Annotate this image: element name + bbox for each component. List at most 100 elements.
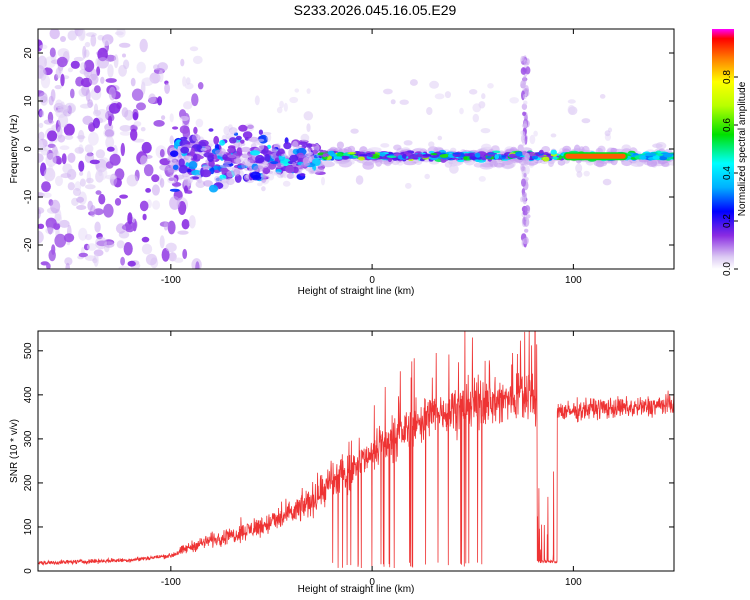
colorbar-gradient	[712, 29, 734, 269]
heatmap-blob	[167, 177, 178, 184]
heatmap-blob	[203, 152, 215, 158]
heatmap-blob	[193, 154, 198, 161]
colorbar-tick-label: 0.0	[722, 262, 733, 276]
heatmap-blob	[358, 156, 365, 161]
heatmap-blob	[523, 93, 527, 100]
heatmap-blob	[467, 152, 475, 156]
heatmap-blob	[60, 73, 65, 87]
heatmap-blob	[113, 54, 119, 69]
heatmap-blob	[85, 89, 91, 102]
heatmap-blob	[522, 75, 527, 85]
heatmap-blob	[235, 135, 242, 141]
heatmap-blob	[296, 152, 304, 158]
heatmap-blob	[94, 221, 101, 233]
heatmap-blob	[402, 153, 407, 159]
heatmap-blob	[306, 88, 311, 94]
heatmap-blob	[550, 133, 557, 138]
heatmap-blob	[87, 200, 93, 211]
heatmap-blob	[85, 177, 94, 184]
heatmap-blob	[172, 164, 179, 170]
heatmap-blob	[39, 92, 48, 104]
heatmap-blob	[383, 88, 393, 95]
snr-plot-area	[38, 331, 674, 571]
heatmap-blob	[173, 257, 184, 263]
heatmap-blob	[459, 107, 464, 115]
heatmap-blob	[182, 76, 187, 87]
heatmap-blob	[67, 152, 76, 163]
y-tick-label: -20	[23, 237, 34, 252]
heatmap-blob	[521, 103, 528, 110]
snr-frame	[37, 330, 675, 572]
heatmap-blob	[83, 59, 95, 73]
heatmap-blob	[80, 62, 86, 71]
heatmap-blob	[141, 243, 153, 255]
heatmap-blob	[93, 253, 99, 267]
y-tick-label: 400	[23, 386, 34, 403]
heatmap-blob	[550, 149, 557, 155]
heatmap-blob	[105, 78, 117, 83]
heatmap-blob	[186, 168, 192, 173]
heatmap-blob	[299, 141, 308, 146]
heatmap-blob	[202, 165, 212, 170]
heatmap-blob	[97, 57, 109, 69]
heatmap-blob	[273, 162, 285, 169]
heatmap-blob	[428, 141, 435, 148]
heatmap-blob	[533, 130, 538, 137]
heatmap-blob	[253, 165, 264, 173]
heatmap-blob	[185, 190, 193, 194]
heatmap-blob	[163, 221, 169, 231]
colorbar-tick-label: 0.8	[722, 70, 733, 84]
heatmap-blob	[370, 151, 376, 155]
heatmap-blob	[250, 171, 261, 179]
snr-x-axis-label: Height of straight line (km)	[298, 584, 415, 595]
heatmap-blob	[380, 143, 390, 148]
heatmap-blob	[276, 106, 283, 114]
colorbar-ticks: 0.0 0.2 0.4 0.6 0.8	[722, 70, 738, 276]
heatmap-blob	[386, 155, 397, 158]
heatmap-blob	[254, 95, 260, 106]
heatmap-blob	[132, 112, 139, 120]
heatmap-blob	[89, 159, 100, 165]
heatmap-blob	[203, 180, 213, 187]
heatmap-blob	[41, 181, 51, 193]
heatmap-blob	[141, 77, 154, 86]
heatmap-blob	[274, 171, 282, 175]
heatmap-blob	[157, 62, 169, 72]
heatmap-blob	[40, 74, 51, 89]
heatmap-blob	[179, 125, 190, 134]
heatmap-blob	[644, 152, 657, 157]
heatmap-blob	[80, 29, 85, 41]
spectrogram-heatmap	[38, 29, 674, 269]
heatmap-blob	[262, 160, 268, 166]
heatmap-blob	[178, 158, 185, 167]
heatmap-blob	[159, 164, 170, 171]
heatmap-blob	[170, 150, 179, 157]
heatmap-blob	[79, 178, 86, 187]
heatmap-blob	[76, 196, 85, 203]
heatmap-blob	[143, 164, 154, 177]
heatmap-blob	[524, 204, 531, 214]
heatmap-blob	[200, 169, 212, 178]
heatmap-blob	[193, 126, 198, 134]
heatmap-blob	[169, 196, 181, 210]
heatmap-blob	[38, 223, 45, 229]
heatmap-blob	[399, 99, 409, 105]
heatmap-blob	[285, 165, 295, 174]
heatmap-blob	[123, 59, 130, 70]
heatmap-blob	[220, 167, 229, 173]
heatmap-blob	[118, 265, 130, 269]
heatmap-blob	[257, 138, 265, 142]
y-tick-label: 0	[23, 146, 34, 152]
heatmap-blob	[92, 109, 102, 117]
heatmap-blob	[63, 123, 75, 136]
heatmap-blob	[169, 113, 174, 123]
heatmap-blob	[38, 144, 46, 152]
heatmap-blob	[185, 155, 193, 160]
colorbar-tick-label: 0.4	[722, 166, 733, 180]
heatmap-blob	[292, 161, 297, 168]
heatmap-blob	[104, 174, 117, 180]
heatmap-blob	[51, 244, 56, 256]
heatmap-blob	[94, 85, 101, 94]
heatmap-blob	[61, 153, 67, 165]
